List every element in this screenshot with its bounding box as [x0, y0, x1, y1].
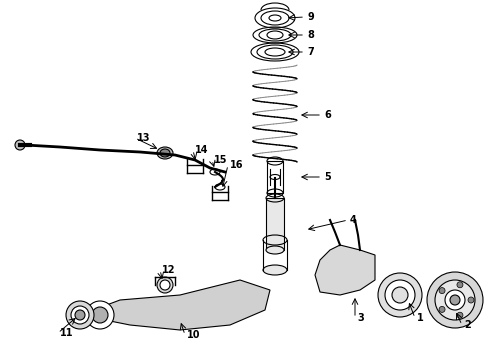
Ellipse shape — [439, 306, 445, 312]
Text: 11: 11 — [60, 328, 74, 338]
Ellipse shape — [450, 295, 460, 305]
Text: 1: 1 — [417, 313, 424, 323]
Ellipse shape — [157, 277, 173, 293]
Ellipse shape — [435, 280, 475, 320]
Ellipse shape — [378, 273, 422, 317]
Text: 16: 16 — [230, 160, 244, 170]
Ellipse shape — [457, 312, 463, 318]
Text: 4: 4 — [350, 215, 357, 225]
Text: 9: 9 — [307, 12, 314, 22]
Bar — [266, 198, 284, 250]
Text: 12: 12 — [162, 265, 175, 275]
Ellipse shape — [263, 265, 287, 275]
Bar — [267, 161, 283, 193]
Polygon shape — [315, 245, 375, 295]
Ellipse shape — [66, 301, 94, 329]
Polygon shape — [80, 280, 270, 330]
Ellipse shape — [160, 149, 170, 157]
Ellipse shape — [457, 282, 463, 288]
Text: 6: 6 — [324, 110, 331, 120]
Ellipse shape — [266, 246, 284, 254]
Text: 5: 5 — [324, 172, 331, 182]
Ellipse shape — [15, 140, 25, 150]
Ellipse shape — [468, 297, 474, 303]
Ellipse shape — [334, 258, 362, 286]
Ellipse shape — [160, 280, 170, 290]
Ellipse shape — [71, 306, 89, 324]
Ellipse shape — [92, 307, 108, 323]
Text: 3: 3 — [357, 313, 364, 323]
Ellipse shape — [427, 272, 483, 328]
Ellipse shape — [439, 288, 445, 294]
Text: 2: 2 — [464, 320, 471, 330]
Text: 13: 13 — [137, 133, 150, 143]
Text: 7: 7 — [307, 47, 314, 57]
Ellipse shape — [392, 287, 408, 303]
Ellipse shape — [157, 147, 173, 159]
Text: 8: 8 — [307, 30, 314, 40]
Text: 10: 10 — [187, 330, 200, 340]
Text: 15: 15 — [214, 155, 227, 165]
Ellipse shape — [385, 280, 415, 310]
Text: 14: 14 — [195, 145, 209, 155]
Ellipse shape — [86, 301, 114, 329]
Ellipse shape — [338, 262, 358, 282]
Ellipse shape — [75, 310, 85, 320]
Ellipse shape — [445, 290, 465, 310]
